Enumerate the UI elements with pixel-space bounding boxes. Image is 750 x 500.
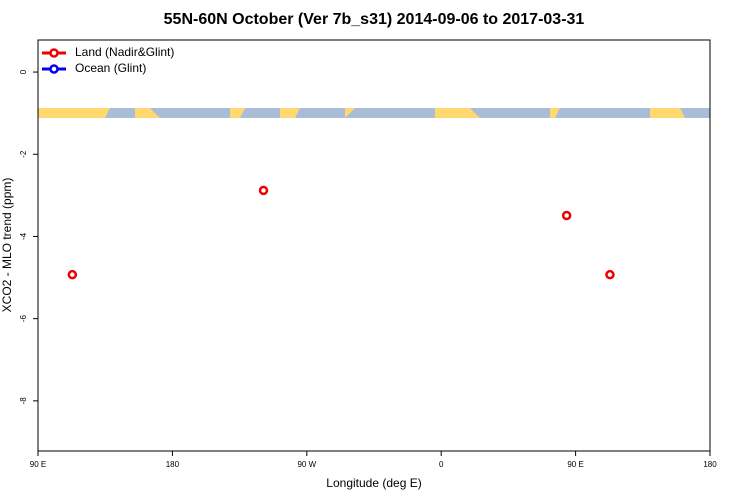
legend-marker (49, 48, 59, 58)
plot-frame (37, 39, 711, 452)
y-tick-label: -6 (19, 315, 28, 323)
data-point (605, 269, 615, 280)
y-tick-label: -8 (19, 397, 28, 405)
legend: Land (Nadir&Glint) Ocean (Glint) (42, 45, 174, 75)
x-axis-label: Longitude (deg E) (326, 476, 421, 490)
legend-label: Land (Nadir&Glint) (75, 45, 174, 59)
x-tick-label: 180 (703, 460, 717, 469)
y-tick-label: -4 (19, 232, 28, 240)
legend-marker (49, 64, 59, 74)
data-point (561, 210, 572, 221)
x-tick-label: 180 (166, 460, 180, 469)
data-point (67, 269, 78, 280)
x-tick-label: 0 (439, 460, 444, 469)
data-point (258, 185, 269, 196)
legend-label: Ocean (Glint) (75, 61, 146, 75)
y-tick-label: -2 (19, 150, 28, 158)
y-axis-label: XCO2 - MLO trend (ppm) (0, 178, 14, 313)
land-map-strip (38, 108, 710, 118)
chart-title: 55N-60N October (Ver 7b_s31) 2014-09-06 … (164, 11, 585, 28)
y-tick-label: 0 (19, 69, 28, 74)
x-tick-label: 90 E (567, 460, 583, 469)
x-tick-label: 90 E (30, 460, 46, 469)
x-tick-label: 90 W (297, 460, 316, 469)
